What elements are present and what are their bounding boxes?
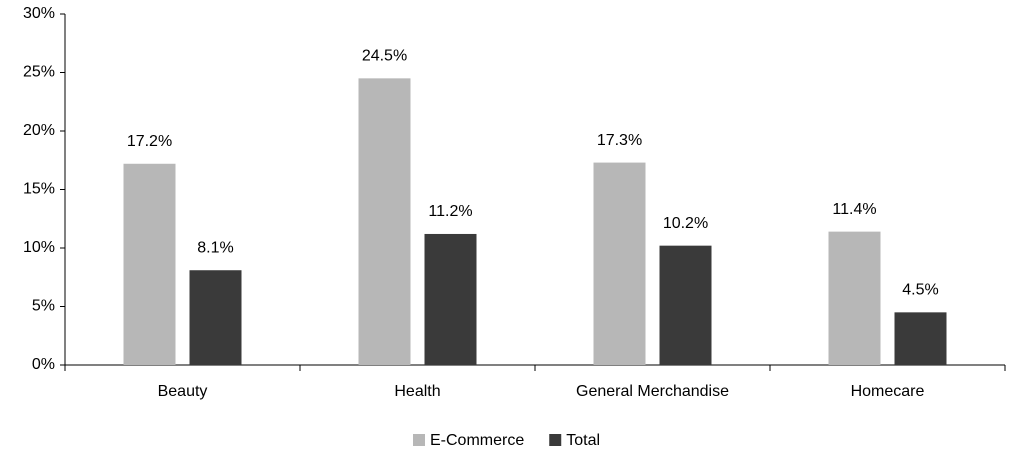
y-tick-label: 15% bbox=[23, 181, 55, 198]
y-tick-label: 10% bbox=[23, 239, 55, 256]
bar bbox=[659, 245, 712, 365]
bar bbox=[828, 231, 881, 365]
bar bbox=[593, 162, 646, 365]
x-tick-label: Beauty bbox=[158, 383, 208, 400]
x-tick-label: General Merchandise bbox=[576, 383, 729, 400]
legend-swatch bbox=[549, 434, 562, 446]
bar bbox=[894, 312, 947, 365]
y-tick-label: 20% bbox=[23, 122, 55, 139]
legend-label: E-Commerce bbox=[430, 432, 524, 449]
y-tick-label: 5% bbox=[32, 298, 55, 315]
data-label: 4.5% bbox=[902, 282, 938, 299]
data-label: 11.4% bbox=[832, 201, 876, 218]
bar bbox=[424, 233, 477, 365]
legend-swatch bbox=[413, 434, 425, 446]
bar bbox=[189, 270, 242, 365]
y-tick-label: 0% bbox=[32, 356, 55, 373]
legend-label: Total bbox=[566, 432, 600, 449]
bar bbox=[123, 163, 176, 365]
x-tick-label: Homecare bbox=[851, 383, 925, 400]
data-label: 8.1% bbox=[197, 239, 233, 256]
x-tick-label: Health bbox=[394, 383, 440, 400]
y-tick-label: 30% bbox=[23, 5, 55, 22]
bar bbox=[358, 78, 411, 365]
data-label: 17.3% bbox=[597, 132, 642, 149]
y-tick-label: 25% bbox=[23, 64, 55, 81]
data-label: 10.2% bbox=[663, 215, 708, 232]
data-label: 17.2% bbox=[127, 133, 172, 150]
data-label: 24.5% bbox=[362, 48, 407, 65]
data-label: 11.2% bbox=[428, 203, 472, 220]
